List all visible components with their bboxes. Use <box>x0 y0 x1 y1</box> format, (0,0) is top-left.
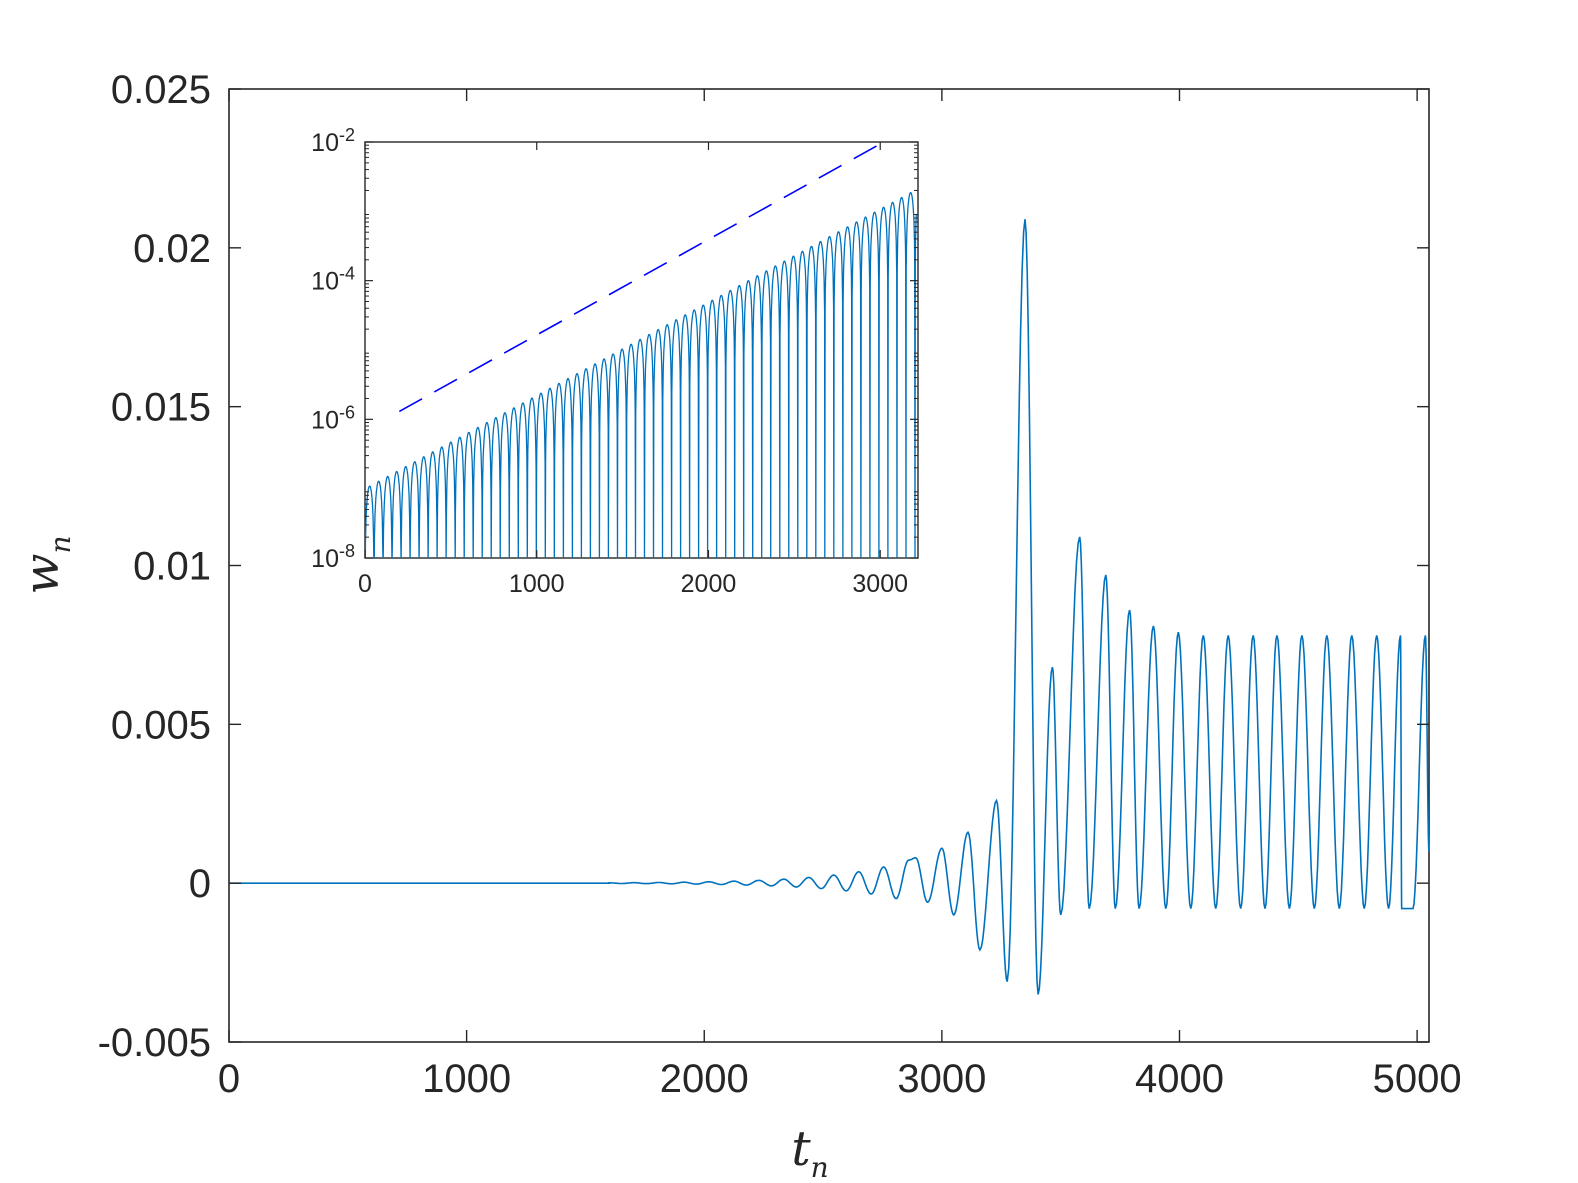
inset-x-axis: 0 1000 2000 3000 <box>358 142 908 598</box>
main-x-tick-label: 4000 <box>1135 1057 1224 1101</box>
main-y-tick-label: 0.015 <box>111 386 211 430</box>
inset-trend-dashed-line <box>398 142 885 413</box>
main-x-tick-label: 5000 <box>1373 1057 1462 1101</box>
main-y-tick-label: 0.005 <box>111 703 211 747</box>
inset-x-tick-label: 2000 <box>681 570 737 598</box>
inset-y-tick-label: 10-8 <box>311 541 355 573</box>
main-y-axis-label: wn <box>14 535 77 594</box>
main-x-tick-label: 1000 <box>422 1057 511 1101</box>
main-y-axis: 0.025 0.02 0.015 0.01 0.005 0 -0.005 <box>98 68 1429 1065</box>
main-data-line <box>229 219 1430 995</box>
main-x-tick-label: 2000 <box>660 1057 749 1101</box>
main-y-tick-label: 0.025 <box>111 68 211 112</box>
inset-y-tick-label: 10-2 <box>311 125 355 157</box>
main-y-tick-label: 0 <box>189 862 211 906</box>
main-x-tick-label: 0 <box>218 1057 240 1101</box>
inset-x-tick-label: 3000 <box>852 570 908 598</box>
main-y-tick-label: 0.01 <box>133 545 211 589</box>
inset-x-tick-label: 0 <box>358 570 372 598</box>
main-y-tick-label: -0.005 <box>98 1021 211 1065</box>
inset-y-axis: 10-2 10-4 10-6 10-8 <box>311 125 918 573</box>
inset-y-tick-label: 10-6 <box>311 402 355 434</box>
inset-data-line <box>365 191 917 558</box>
inset-chart: 0 1000 2000 3000 10-2 10-4 10-6 10-8 <box>311 125 919 598</box>
main-y-tick-label: 0.02 <box>133 227 211 271</box>
main-x-axis: 0 1000 2000 3000 4000 5000 <box>218 89 1462 1101</box>
inset-y-tick-label: 10-4 <box>311 264 355 296</box>
inset-plot-area <box>364 141 919 559</box>
main-x-tick-label: 3000 <box>897 1057 986 1101</box>
main-x-axis-label: tn <box>791 1121 828 1183</box>
inset-x-tick-label: 1000 <box>509 570 565 598</box>
